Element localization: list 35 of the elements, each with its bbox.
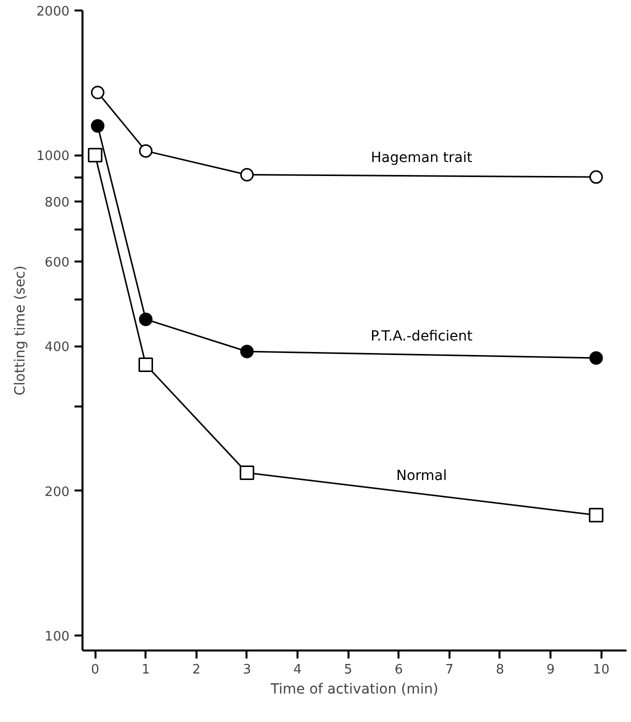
x-tick-label: 2 <box>192 662 201 678</box>
x-tick-label: 5 <box>344 662 352 678</box>
x-tick-label: 10 <box>592 662 610 678</box>
x-axis-title: Time of activation (min) <box>270 682 438 698</box>
point <box>240 344 254 358</box>
x-tick-label: 8 <box>496 662 504 678</box>
point <box>589 351 603 365</box>
point <box>90 86 104 100</box>
x-tick-label: 7 <box>445 662 454 678</box>
y-tick-label: 1000 <box>36 149 70 164</box>
point <box>588 508 604 522</box>
y-tick-label: 800 <box>44 196 70 211</box>
point <box>138 357 154 372</box>
series-label: Normal <box>396 468 447 484</box>
y-tick-label: 2000 <box>36 4 70 20</box>
point <box>589 170 603 184</box>
x-tick-label: 1 <box>142 662 150 678</box>
y-tick-label: 100 <box>44 629 70 644</box>
x-tick-label: 3 <box>242 662 252 678</box>
point <box>88 148 102 162</box>
y-tick-label: 600 <box>44 256 70 271</box>
point <box>240 466 254 480</box>
y-tick-label: 200 <box>44 484 70 500</box>
series-label: Hageman trait <box>370 150 473 166</box>
x-tick-label: 9 <box>546 662 555 678</box>
x-tick-label: 0 <box>91 662 100 678</box>
x-tick-label: 6 <box>394 662 403 678</box>
point <box>139 312 153 326</box>
point <box>139 144 153 158</box>
y-axis-title: Clotting time (sec) <box>12 266 28 396</box>
series-label: P.T.A.-deficient <box>370 328 473 345</box>
y-tick-label: 400 <box>44 340 70 356</box>
point <box>240 168 254 182</box>
x-tick-label: 4 <box>293 662 302 678</box>
point <box>90 119 104 133</box>
